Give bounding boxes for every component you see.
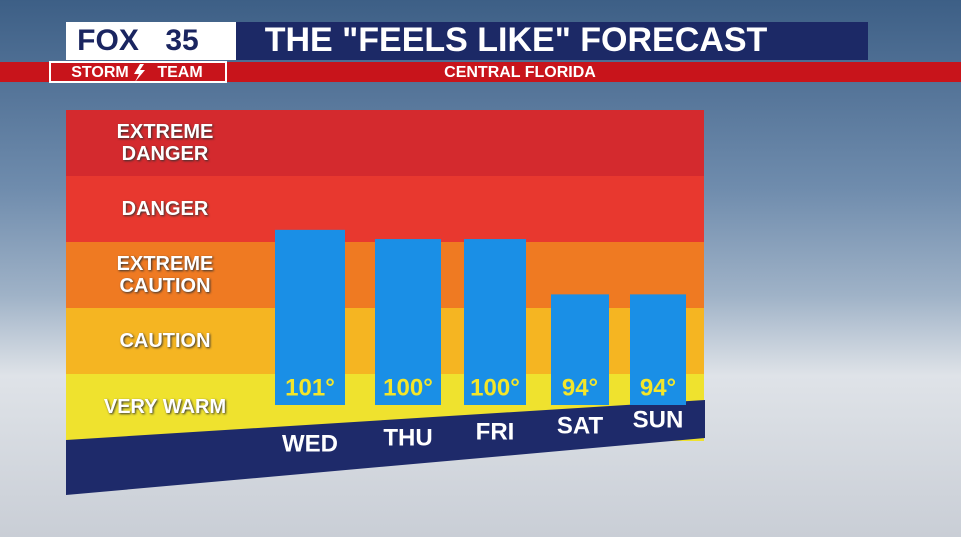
- x-tick-label: FRI: [476, 418, 515, 445]
- value-label: 101°: [285, 374, 335, 401]
- chart-subtitle: CENTRAL FLORIDA: [444, 64, 596, 81]
- band: [66, 110, 704, 177]
- band-label: VERY WARM: [103, 396, 227, 418]
- subtitle-bar: [0, 62, 961, 82]
- value-label: 100°: [470, 374, 520, 401]
- value-label: 100°: [383, 374, 433, 401]
- value-label: 94°: [562, 374, 598, 401]
- bar: [630, 294, 686, 405]
- x-tick-label: SUN: [633, 406, 684, 433]
- band: [66, 176, 704, 243]
- bar: [275, 229, 345, 405]
- band-label: CAUTION: [119, 330, 211, 352]
- bolt: [134, 64, 145, 82]
- logo-box: [66, 22, 236, 60]
- base: [66, 400, 705, 495]
- brand-left: STORM: [71, 64, 128, 81]
- x-tick-label: THU: [383, 424, 432, 451]
- chart-title: THE "FEELS LIKE" FORECAST: [265, 21, 768, 59]
- band-label: EXTREME CAUTION: [116, 253, 214, 297]
- band-label: EXTREME DANGER: [116, 121, 214, 165]
- bar: [375, 239, 441, 405]
- band-label: DANGER: [121, 198, 209, 220]
- value-label: 94°: [640, 374, 676, 401]
- x-tick-label: SAT: [557, 412, 604, 439]
- brand-right: TEAM: [157, 64, 202, 81]
- logo: FOX: [77, 24, 139, 57]
- bar: [551, 294, 609, 405]
- bar: [464, 239, 526, 405]
- channel: 35: [165, 24, 198, 57]
- x-tick-label: WED: [282, 430, 338, 457]
- title-bar: [236, 22, 868, 60]
